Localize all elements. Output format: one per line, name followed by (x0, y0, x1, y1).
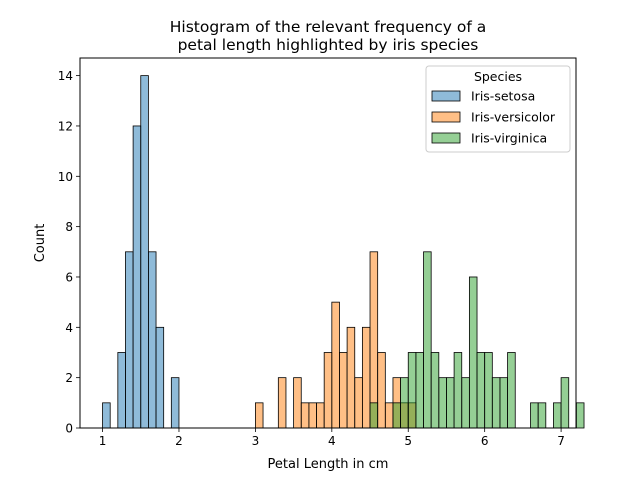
x-tick-label: 4 (328, 434, 336, 448)
bar-iris-virginica (430, 352, 440, 429)
y-tick-label: 2 (65, 371, 73, 385)
bar-iris-versicolor (377, 352, 386, 429)
bar-iris-setosa (148, 251, 157, 429)
legend-items: Iris-setosa Iris-versicolor Iris-virginica (431, 89, 556, 146)
bar-iris-setosa (155, 326, 165, 429)
bar-iris-versicolor (254, 402, 264, 429)
legend-box (425, 65, 571, 153)
histogram-bars (102, 75, 585, 429)
legend-swatch-iris-versicolor (431, 111, 461, 123)
bar-iris-versicolor (331, 301, 340, 429)
bar-iris-virginica (553, 402, 562, 429)
x-tick-label: 5 (404, 434, 412, 448)
x-tick-label: 6 (481, 434, 489, 448)
bar-iris-virginica (400, 377, 409, 429)
bar-iris-virginica (369, 402, 379, 429)
y-axis-label: Count (33, 224, 48, 263)
legend-label-iris-versicolor: Iris-versicolor (471, 110, 556, 125)
bar-iris-setosa (170, 377, 180, 429)
legend-label-iris-virginica: Iris-virginica (471, 131, 547, 146)
y-tick-label: 0 (65, 422, 73, 436)
bar-iris-virginica (476, 352, 486, 429)
bar-iris-virginica (560, 377, 570, 429)
bar-iris-virginica (575, 402, 585, 429)
bar-iris-virginica (407, 352, 417, 429)
bar-iris-virginica (507, 352, 516, 429)
legend-title: Species (474, 69, 522, 84)
bar-iris-versicolor (369, 251, 379, 429)
x-tick-label: 7 (557, 434, 565, 448)
y-tick-label: 8 (65, 220, 73, 234)
bar-iris-setosa (132, 125, 142, 429)
legend: Species Iris-setosa Iris-versicolor Iris-v… (425, 65, 571, 153)
bar-iris-virginica (415, 352, 424, 429)
bar-iris-virginica (461, 377, 470, 429)
bar-iris-setosa (102, 402, 111, 429)
bar-iris-versicolor (293, 377, 302, 429)
bar-iris-virginica (491, 377, 501, 429)
x-axis-ticks: 1 2 3 4 5 6 7 (99, 428, 565, 448)
y-tick-label: 6 (65, 270, 73, 284)
legend-swatch-iris-setosa (431, 90, 461, 102)
bar-iris-versicolor (384, 402, 394, 429)
bar-iris-virginica (423, 251, 432, 429)
plot-frame (79, 57, 577, 429)
bar-iris-virginica (537, 402, 547, 429)
chart-title-line-2: petal length highlighted by iris species (178, 36, 479, 54)
bar-iris-versicolor (277, 377, 287, 429)
y-axis-ticks: 0 2 4 6 8 10 12 14 (58, 69, 80, 436)
bar-iris-versicolor (361, 326, 371, 429)
bar-iris-versicolor (346, 326, 356, 429)
chart-title: Histogram of the relevant frequency of a… (170, 18, 487, 54)
bar-iris-virginica (453, 352, 463, 429)
bar-iris-versicolor (300, 402, 310, 429)
bar-iris-virginica (468, 276, 478, 429)
chart-title-line-1: Histogram of the relevant frequency of a (170, 18, 487, 36)
bar-iris-virginica (530, 402, 539, 429)
x-axis-label: Petal Length in cm (268, 457, 389, 472)
y-tick-label: 12 (58, 119, 73, 133)
bar-iris-versicolor (354, 377, 363, 429)
bar-iris-virginica (446, 377, 455, 429)
y-tick-label: 10 (58, 170, 73, 184)
y-tick-label: 14 (58, 69, 73, 83)
x-tick-label: 2 (175, 434, 183, 448)
bar-iris-setosa (125, 251, 134, 429)
bar-iris-virginica (438, 377, 447, 429)
bar-iris-setosa (140, 75, 149, 429)
bar-iris-versicolor (308, 402, 317, 429)
bar-iris-virginica (484, 352, 493, 429)
bar-iris-versicolor (316, 402, 325, 429)
bar-iris-setosa (117, 352, 126, 429)
bar-iris-virginica (499, 377, 508, 429)
bar-iris-versicolor (323, 352, 333, 429)
legend-label-iris-setosa: Iris-setosa (471, 89, 535, 104)
x-tick-label: 1 (99, 434, 107, 448)
legend-swatch-iris-virginica (431, 132, 461, 144)
bar-iris-versicolor (339, 352, 348, 429)
bar-iris-virginica (392, 402, 402, 429)
y-tick-label: 4 (65, 321, 73, 335)
x-tick-label: 3 (252, 434, 260, 448)
